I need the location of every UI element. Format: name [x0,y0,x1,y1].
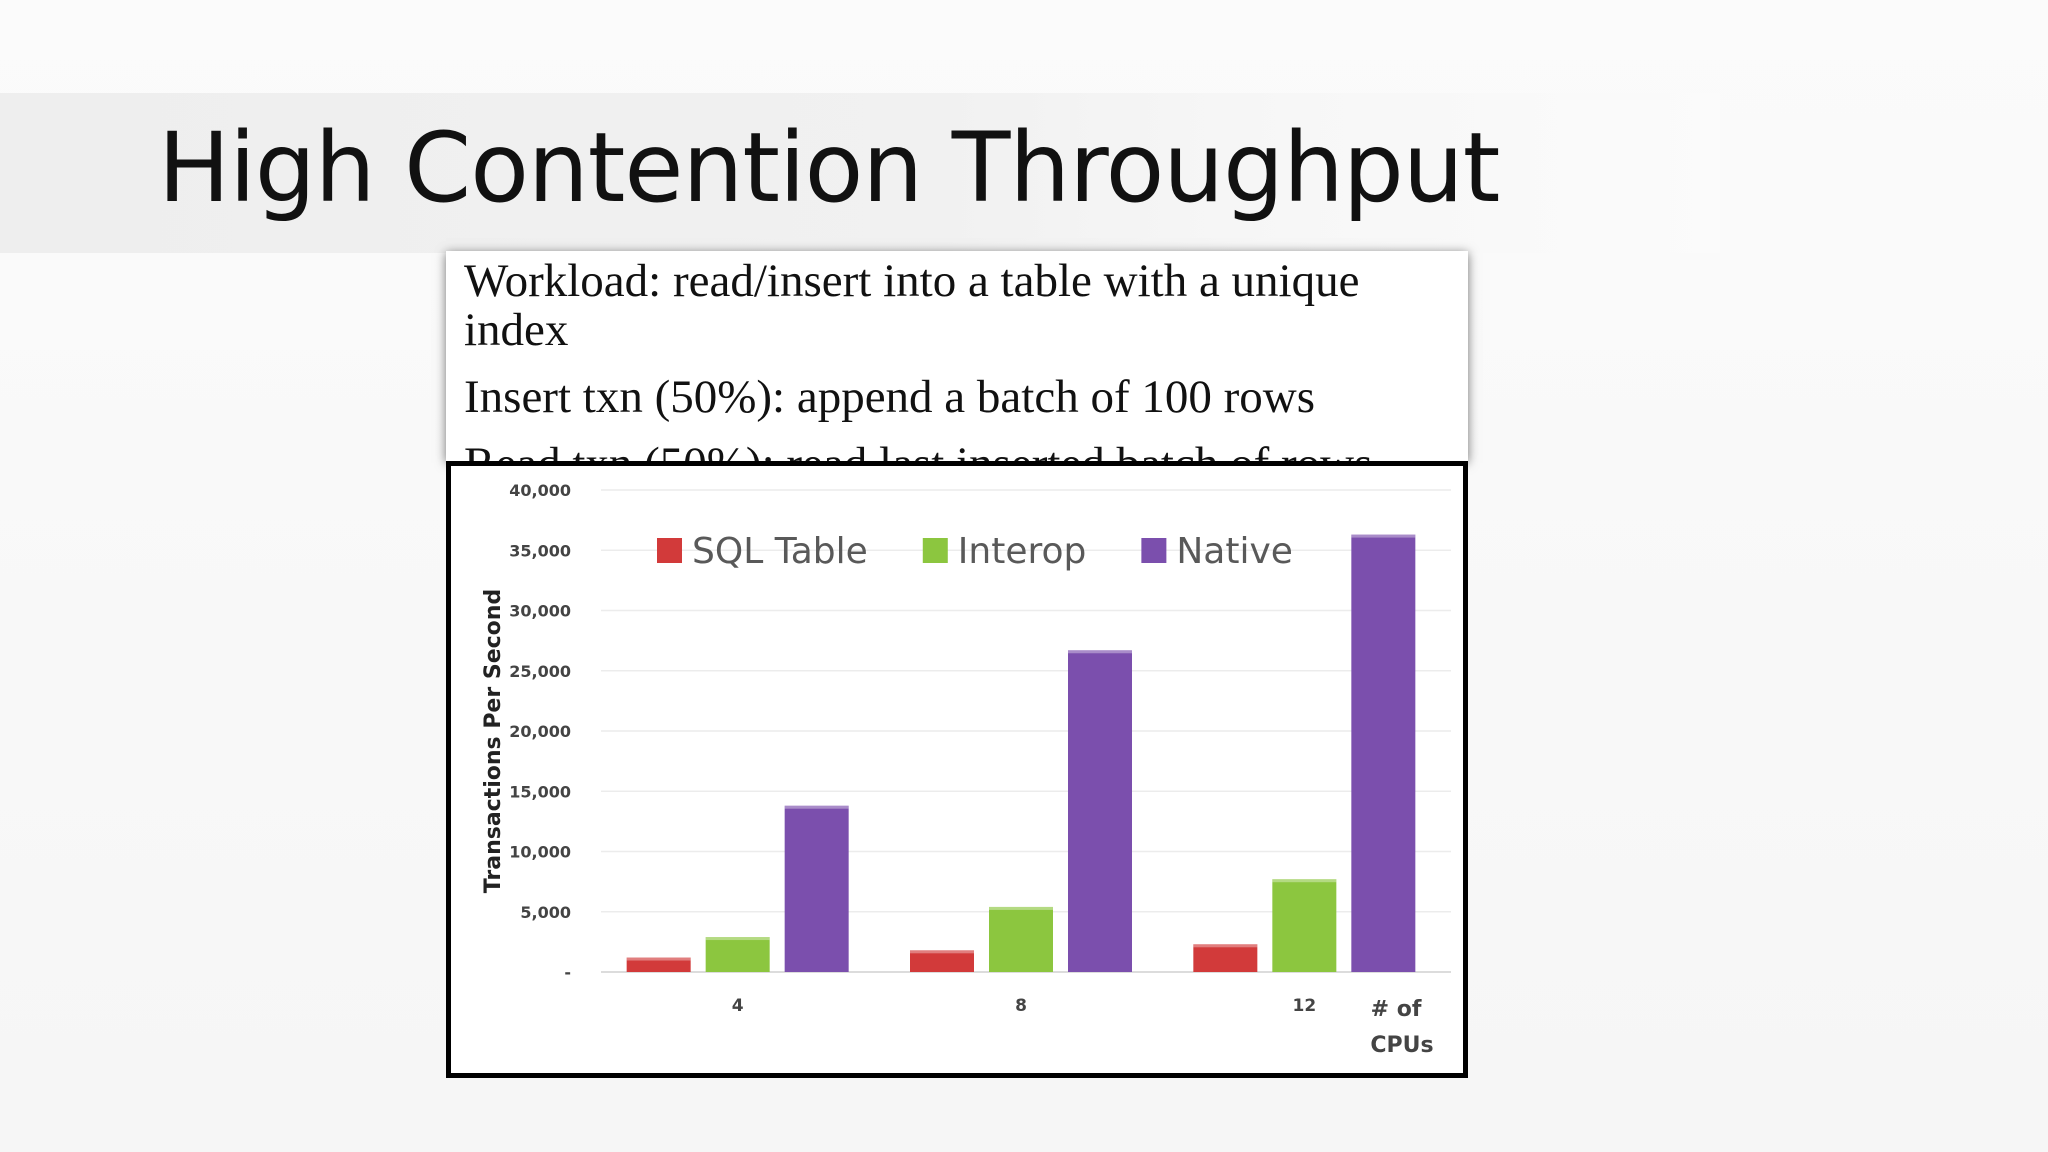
bar-sql-table-8 [910,950,974,972]
bar-native-12 [1351,534,1416,972]
bar-native-8 [1068,650,1132,972]
y-tick-label: 5,000 [520,903,571,922]
y-tick-label: 25,000 [509,662,571,681]
bar-native-4 [784,805,849,972]
x-tick-label: 12 [1292,996,1316,1016]
y-tick-label: 35,000 [509,541,571,560]
legend-label: Native [1176,531,1293,572]
x-axis-title: # of CPUs [1370,997,1433,1058]
y-tick-label: 20,000 [509,722,571,741]
workload-text-box: Workload: read/insert into a table with … [446,251,1468,461]
y-tick-label: 40,000 [509,481,571,500]
bar-interop-12 [1272,879,1337,972]
x-tick-label: 4 [732,996,744,1016]
bar-interop-4 [705,937,770,972]
y-tick-label: 10,000 [509,843,571,862]
legend-label: SQL Table [692,531,868,572]
y-tick-label: 15,000 [509,782,571,801]
legend-label: Interop [958,531,1087,572]
y-tick-label: - [564,963,571,982]
bar-sql-table-12 [1193,944,1258,972]
y-axis-title: Transactions Per Second [481,589,506,893]
bar-highlight [784,805,849,809]
bar-highlight [1193,944,1258,948]
chart-frame: - 5,000 10,000 15,000 20,000 25,000 30,000 35,0… [446,461,1468,1078]
bar-highlight [1351,534,1416,538]
bar-sql-table-4 [626,957,691,972]
title-band [0,93,1720,253]
slide-title: High Contention Throughput [158,112,1500,224]
legend-swatch-sql-table [657,538,682,563]
legend-swatch-interop [922,538,948,563]
bar-highlight [910,950,974,954]
legend-swatch-native [1141,538,1167,563]
y-tick-label: 30,000 [509,602,571,621]
read-txn-line: Read txn (50%): read last inserted batch… [446,440,1468,462]
bar-interop-8 [989,906,1053,972]
bar-chart: - 5,000 10,000 15,000 20,000 25,000 30,000 35,0… [481,481,1451,1058]
bar-highlight [705,937,770,941]
bar-highlight [1272,879,1337,883]
bar-highlight [989,906,1053,910]
bar-highlight [626,957,691,961]
x-tick-label: 8 [1015,996,1027,1016]
insert-txn-line: Insert txn (50%): append a batch of 100 … [464,371,1315,423]
bar-highlight [1068,650,1132,654]
workload-line: Workload: read/insert into a table with … [464,255,1360,356]
